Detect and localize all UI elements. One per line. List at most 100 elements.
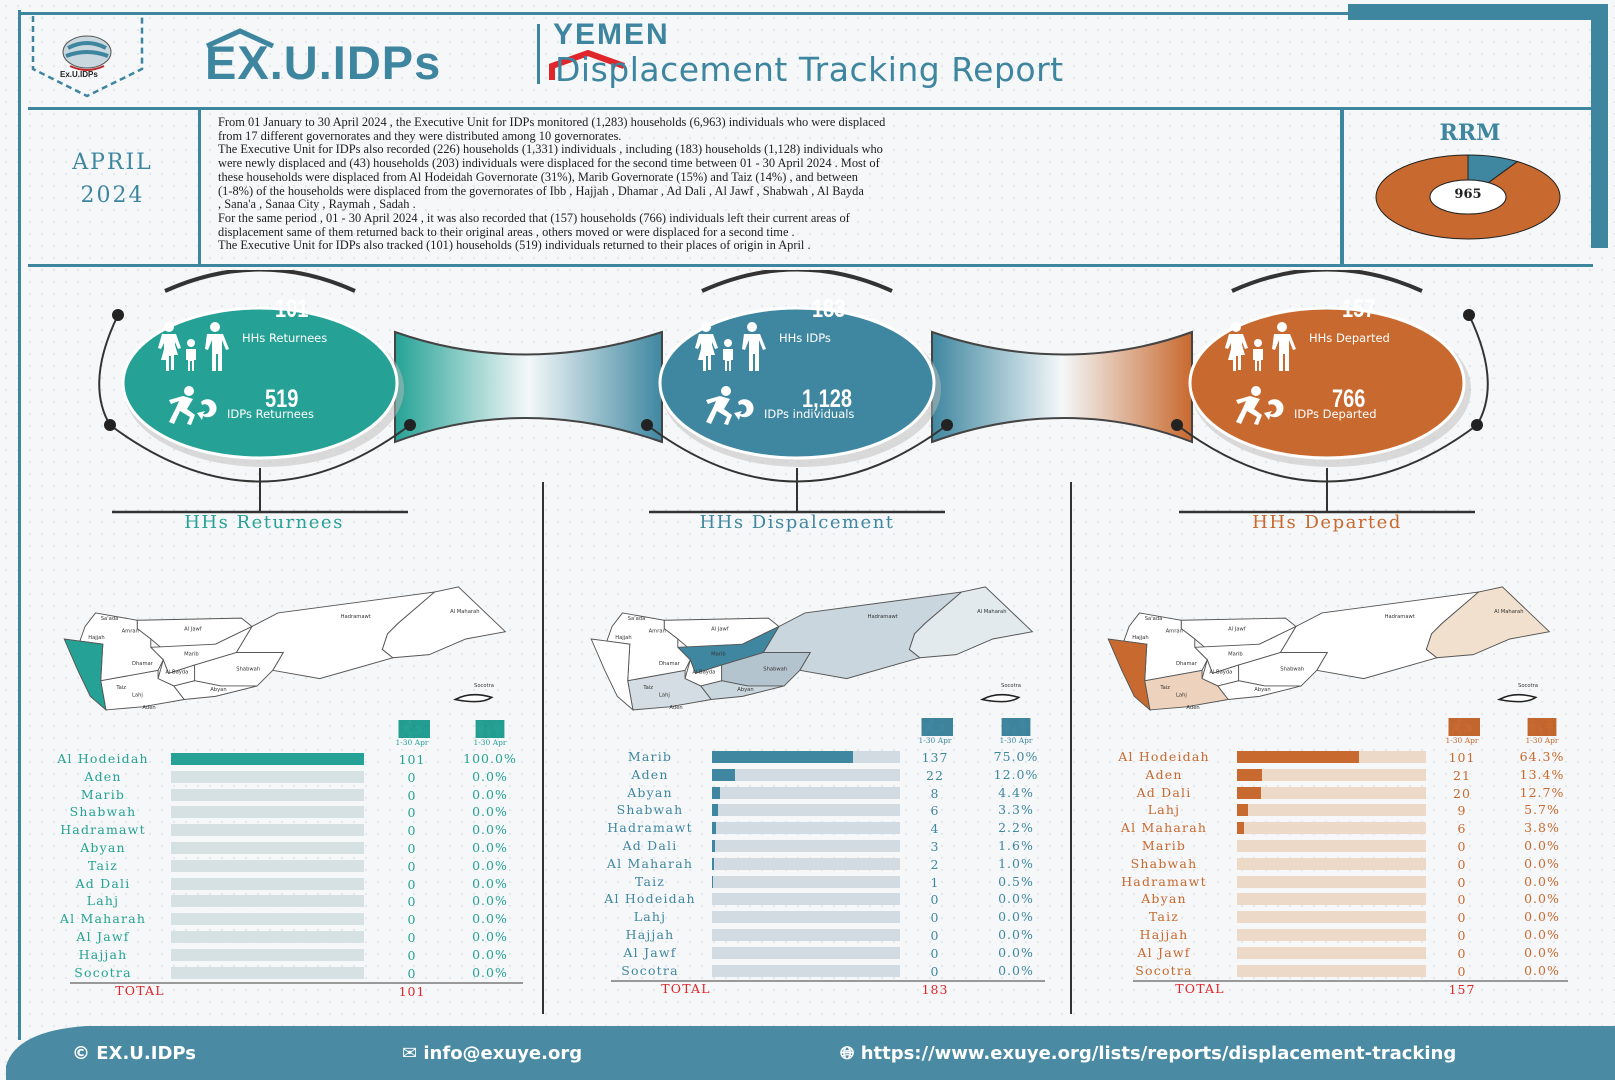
rrm-donut-chart	[1375, 154, 1561, 240]
map-region-socotra	[1496, 693, 1538, 703]
row-bar-track	[171, 931, 364, 943]
row-households: 0	[407, 947, 417, 963]
row-percentage: 4.4%	[998, 784, 1034, 800]
row-households: 20	[1453, 785, 1471, 801]
row-governorate: Hadramawt	[60, 822, 146, 838]
row-households: 6	[930, 803, 940, 819]
map-label: Amran	[122, 629, 139, 635]
row-governorate: Al Hodeidah	[604, 891, 696, 907]
map-label: Socotra	[474, 683, 494, 689]
row-bar-track	[1237, 964, 1426, 977]
rrm-value: 965	[1454, 187, 1482, 202]
row-households: 0	[1457, 963, 1467, 979]
website-link[interactable]: https://www.exuye.org/lists/reports/disp…	[860, 1043, 1457, 1064]
row-bar-track	[712, 857, 900, 870]
summary-line: were newly displaced and (43) households…	[218, 156, 880, 171]
email-link[interactable]: info@exuye.org	[423, 1043, 583, 1064]
row-percentage: 12.7%	[1519, 784, 1565, 800]
decorative-arc	[1231, 270, 1423, 293]
row-governorate: Shabwah	[616, 802, 684, 818]
map-label: Taiz	[1159, 685, 1170, 691]
row-bar-track	[171, 788, 364, 801]
brand-title-separator	[537, 24, 540, 84]
row-households: 0	[930, 945, 940, 961]
footer-website[interactable]: 🌐︎ https://www.exuye.org/lists/reports/d…	[840, 1043, 1456, 1064]
row-governorate: Al Jawf	[1137, 944, 1191, 960]
row-bar-track	[171, 842, 364, 854]
row-bar-fill	[712, 751, 853, 763]
row-percentage: 12.0%	[993, 766, 1039, 782]
frame-right-bar	[1591, 4, 1608, 248]
map-label: Hajjah	[88, 635, 104, 641]
departed-hh-label: HHs Departed	[1309, 331, 1390, 345]
row-governorate: Socotra	[74, 964, 132, 980]
row-households: 21	[1453, 767, 1471, 783]
row-bar-track	[1237, 893, 1426, 906]
brand-name: EX.U.IDPs	[205, 36, 442, 89]
footer-email[interactable]: ✉ info@exuye.org	[402, 1043, 582, 1064]
row-governorate: Hajjah	[78, 946, 128, 962]
row-bar-fill	[712, 875, 713, 888]
frame-top-right-bar	[1348, 4, 1608, 20]
returnees-ind-label: IDPs Returnees	[227, 407, 314, 421]
row-percentage: 0.0%	[998, 909, 1034, 925]
map-label: Aden	[1186, 705, 1199, 711]
row-governorate: Marib	[80, 786, 126, 802]
summary-line: From 01 January to 30 April 2024 , the E…	[218, 115, 886, 129]
row-governorate: Lahj	[86, 893, 120, 909]
row-households: 8	[930, 785, 940, 801]
row-bar-track	[712, 875, 900, 888]
rrm-title: RRM	[1439, 120, 1501, 146]
map-label: Abyan	[210, 687, 226, 693]
map-label: Dhamar	[659, 661, 681, 667]
row-percentage: 1.6%	[998, 838, 1034, 853]
row-bar-fill	[712, 822, 717, 835]
total-separator	[1133, 980, 1568, 983]
row-governorate: Taiz	[634, 873, 666, 889]
displacement-map: Sa'ada Hajjah Amran Al Jawf Marib Hadramawt Al…	[590, 586, 1034, 712]
row-percentage: 0.0%	[472, 875, 508, 891]
column-header-period: 1-30 Apr	[395, 738, 429, 747]
map-label: Hajjah	[615, 635, 631, 641]
row-percentage: 0.0%	[472, 804, 508, 820]
arc-endpoint-dot	[112, 309, 124, 321]
row-percentage: 2.2%	[998, 820, 1034, 836]
displacement-hh-value: 183	[812, 295, 846, 323]
row-percentage: 0.0%	[998, 944, 1034, 960]
row-bar-track	[1237, 786, 1426, 799]
map-label: Al Jawf	[184, 627, 202, 633]
row-households: 1	[930, 874, 940, 890]
brand-house-icon	[205, 28, 275, 49]
report-year: 2024	[80, 183, 145, 208]
map-region-socotra	[979, 693, 1021, 703]
row-percentage: 0.0%	[472, 893, 508, 909]
map-label: Abyan	[737, 687, 753, 693]
returnees-panel-title: HHs Returnees	[184, 512, 344, 533]
map-label: Sa'ada	[101, 616, 119, 622]
column-divider	[542, 482, 544, 1014]
row-governorate: Ad Dali	[75, 875, 131, 891]
summary-line: The Executive Unit for IDPs also recorde…	[218, 142, 883, 157]
total-value: 101	[398, 984, 426, 1000]
row-bar-fill	[171, 753, 364, 765]
row-governorate: Shabwah	[69, 804, 137, 820]
map-label: Al Bayda	[165, 669, 188, 675]
row-percentage: 0.0%	[1524, 855, 1560, 871]
arc-endpoint-dot	[1471, 419, 1483, 431]
rrm-divider	[1340, 110, 1344, 265]
family-icon	[475, 720, 505, 738]
row-bar-track	[171, 806, 364, 819]
map-label: Amran	[649, 629, 666, 635]
summary-line: , Sana'a , Sanaa City , Raymah , Sadah .	[218, 197, 416, 212]
row-percentage: 75.0%	[993, 749, 1039, 764]
row-households: 101	[1448, 750, 1476, 765]
displacement-panel-title: HHs Dispalcement	[699, 512, 895, 533]
row-households: 6	[1457, 821, 1467, 837]
row-governorate: Al Jawf	[76, 929, 130, 944]
row-households: 2	[930, 856, 940, 872]
row-bar-track	[712, 929, 900, 941]
row-governorate: Al Hodeidah	[1118, 749, 1210, 764]
stats-graphic	[98, 270, 1489, 514]
row-households: 0	[930, 928, 940, 943]
map-label: Socotra	[1001, 683, 1021, 689]
